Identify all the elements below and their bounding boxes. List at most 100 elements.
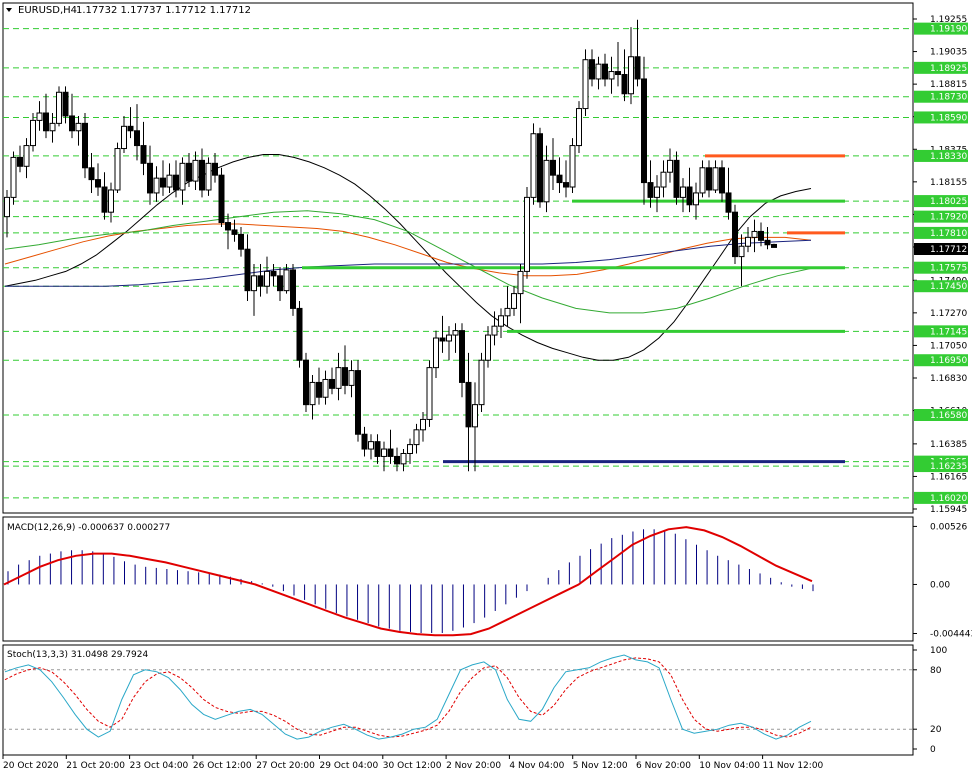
candle-body — [335, 367, 342, 389]
level-label-box — [914, 210, 968, 223]
candle-body — [589, 59, 595, 80]
stoch-tick-label: 100 — [930, 646, 947, 656]
candle-body — [693, 192, 699, 206]
candle-body — [251, 275, 257, 292]
level-label-box — [914, 280, 968, 293]
level-label: 1.16950 — [930, 356, 967, 366]
stochastic-lines — [3, 654, 913, 740]
ma-green-line — [4, 210, 812, 314]
candle-body — [387, 448, 394, 457]
candle-body — [264, 270, 270, 287]
candle-body — [764, 239, 771, 246]
level-label: 1.16235 — [930, 462, 967, 472]
candle-body — [667, 159, 673, 173]
candle-body — [420, 418, 426, 431]
time-tick-label: 29 Oct 04:00 — [320, 761, 379, 771]
candle-body — [446, 334, 452, 342]
candle-body — [647, 182, 654, 198]
candle-body — [374, 441, 381, 457]
candle-body — [30, 119, 36, 147]
time-tick-label: 21 Oct 20:00 — [66, 761, 125, 771]
candle-body — [732, 211, 738, 258]
candle-body — [17, 156, 23, 167]
time-tick-label: 26 Oct 12:00 — [193, 761, 252, 771]
stoch-signal-line — [4, 657, 812, 738]
level-label-box — [914, 325, 968, 338]
candle-body — [628, 56, 634, 95]
level-label: 1.18590 — [930, 113, 967, 123]
candle-body — [719, 167, 725, 194]
candle-body — [56, 91, 62, 124]
candle-body — [277, 275, 283, 292]
level-label: 1.17920 — [930, 213, 967, 223]
level-label: 1.18730 — [930, 93, 967, 103]
candle-body — [426, 367, 433, 420]
candle-body — [231, 229, 238, 235]
candle-body — [23, 145, 30, 167]
time-tick-label: 4 Nov 04:00 — [509, 761, 564, 771]
candle-body — [738, 245, 745, 258]
level-label: 1.16580 — [930, 411, 967, 421]
candle-body — [433, 337, 439, 369]
candle-body — [530, 133, 537, 198]
ma-blue-line — [5, 239, 812, 287]
price-tick-label: 1.15945 — [930, 505, 967, 515]
candle-body — [439, 337, 446, 342]
candle-body — [101, 186, 108, 213]
stoch-panel[interactable]: 100 80 20 0 Stoch(13,3,3) 31.0498 29.7924 — [2, 644, 947, 756]
candle-body — [621, 74, 628, 95]
level-label-box — [914, 491, 968, 504]
level-label: 1.17575 — [930, 264, 967, 274]
candle-body — [108, 189, 114, 213]
candle-body — [569, 145, 576, 188]
candle-body — [290, 269, 296, 309]
candle-body — [725, 192, 732, 213]
candle-body — [751, 230, 758, 238]
price-tick-label: 1.17050 — [930, 341, 967, 351]
stoch-main-line — [4, 654, 812, 740]
candle-body — [491, 325, 498, 336]
candle-body — [524, 196, 530, 272]
level-label-box — [914, 460, 968, 473]
stoch-tick-label: 0 — [930, 745, 936, 755]
candle-body — [153, 177, 160, 194]
candle-body — [121, 125, 127, 150]
candle-body — [680, 186, 686, 198]
candle-body — [283, 269, 290, 292]
candle-body — [173, 174, 179, 191]
macd-axis: 0.00526 0.00 -0.004443 — [913, 522, 972, 640]
level-label-box — [914, 22, 968, 35]
chart-menu-arrow-icon[interactable] — [6, 8, 12, 12]
price-panel[interactable]: 1.192551.190351.188151.185951.183751.181… — [2, 2, 968, 515]
price-tick-label: 1.16385 — [930, 440, 967, 450]
candle-body — [147, 162, 153, 194]
candle-body — [82, 122, 88, 169]
horizontal-levels — [302, 154, 845, 464]
stoch-axis: 100 80 20 0 — [913, 646, 947, 755]
candle-body — [712, 167, 719, 191]
candle-body — [192, 159, 199, 182]
macd-panel[interactable]: 0.00526 0.00 -0.004443 MACD(12,26,9) -0.00… — [2, 516, 972, 642]
candle-body — [394, 455, 400, 465]
candle-body — [699, 167, 706, 194]
time-tick-label: 23 Oct 04:00 — [130, 761, 189, 771]
candle-body — [602, 63, 608, 80]
level-label: 1.17810 — [930, 229, 967, 239]
candle-body — [316, 381, 322, 398]
candle-body — [608, 71, 615, 80]
candle-body — [329, 378, 335, 389]
time-tick-label: 20 Oct 2020 — [3, 761, 59, 771]
candle-body — [615, 71, 621, 76]
time-tick-label: 30 Oct 12:00 — [383, 761, 442, 771]
macd-tick-label: 0.00 — [930, 580, 950, 590]
candle-body — [303, 359, 309, 406]
price-tick-label: 1.17270 — [930, 309, 967, 319]
candle-body — [127, 125, 134, 132]
candle-body — [771, 243, 777, 248]
candle-body — [134, 130, 140, 147]
candlesticks — [4, 19, 777, 472]
level-label: 1.17450 — [930, 282, 967, 292]
price-tick-label: 1.18815 — [930, 80, 967, 90]
macd-tick-label: 0.00526 — [930, 522, 967, 532]
